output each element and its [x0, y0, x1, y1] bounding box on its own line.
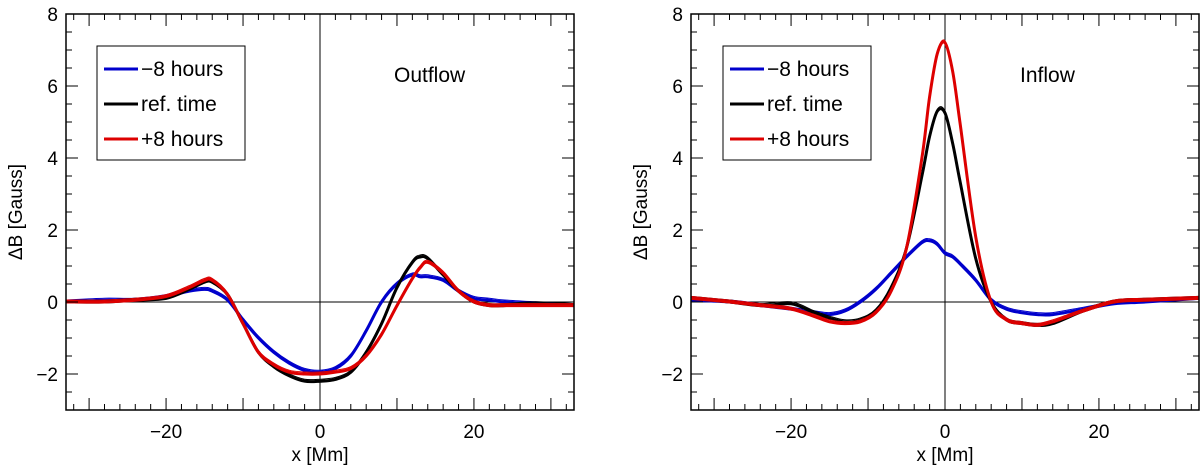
outflow-series-line-upper [65, 272, 575, 371]
outflow-series-2 [65, 259, 574, 376]
inflow-series-2 [690, 39, 1200, 327]
outflow-series-line-upper [65, 259, 574, 373]
outflow-y-tick-label: 4 [47, 149, 58, 170]
inflow-y-tick-label: 6 [672, 77, 683, 98]
outflow-legend: −8 hours ref. time +8 hours [96, 45, 246, 161]
outflow-y-tick-label: 6 [47, 77, 58, 98]
outflow-x-tick-label: 0 [315, 422, 326, 443]
inflow-legend-label-plus8: +8 hours [767, 128, 849, 151]
inflow-y-tick-label: −2 [661, 365, 683, 386]
inflow-legend-label-ref: ref. time [767, 93, 843, 116]
inflow-legend: −8 hours ref. time +8 hours [722, 45, 872, 161]
inflow-x-tick-label: 0 [940, 422, 951, 443]
outflow-legend-box [96, 45, 246, 161]
outflow-legend-label-ref: ref. time [141, 93, 217, 116]
outflow-legend-label-plus8: +8 hours [141, 128, 223, 151]
inflow-y-axis-title: ΔB [Gauss] [631, 164, 652, 260]
outflow-y-tick-label: 2 [47, 221, 58, 242]
outflow-series-line [65, 260, 574, 376]
outflow-legend-label-minus8: −8 hours [141, 58, 223, 81]
inflow-plot-lines [690, 14, 1200, 410]
inflow-series-line-upper [690, 39, 1200, 324]
outflow-y-axis-title: ΔB [Gauss] [6, 164, 27, 260]
outflow-x-tick-label: −20 [150, 422, 182, 443]
outflow-y-tick-label: −2 [36, 365, 58, 386]
outflow-x-tick-label: 20 [463, 422, 484, 443]
inflow-y-tick-label: 2 [672, 221, 683, 242]
inflow-x-tick-label: −20 [775, 422, 807, 443]
inflow-y-tick-label: 8 [672, 5, 683, 26]
inflow-legend-label-minus8: −8 hours [767, 58, 849, 81]
outflow-y-tick-label: 0 [47, 293, 58, 314]
outflow-y-tick-label: 8 [47, 5, 58, 26]
inflow-series-line [690, 40, 1200, 327]
inflow-annotation: Inflow [1020, 64, 1076, 87]
inflow-ticks [691, 13, 1199, 411]
outflow-plot-lines [65, 14, 575, 410]
inflow-y-tick-label: 4 [672, 149, 683, 170]
inflow-y-tick-label: 0 [672, 293, 683, 314]
inflow-x-axis-title: x [Mm] [917, 445, 974, 466]
inflow-series-line-upper [690, 238, 1200, 314]
outflow-ticks [66, 13, 574, 411]
outflow-x-axis-title: x [Mm] [292, 445, 349, 466]
inflow-x-tick-label: 20 [1088, 422, 1109, 443]
outflow-annotation: Outflow [394, 64, 466, 87]
